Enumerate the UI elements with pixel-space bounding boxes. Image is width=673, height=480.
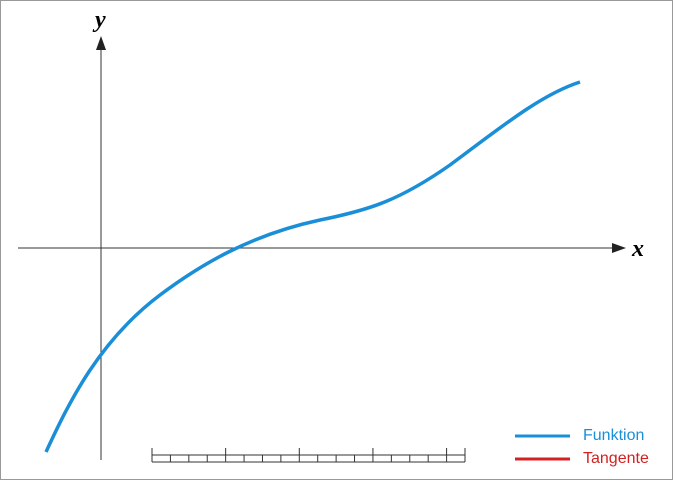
x-axis-label: x [631,236,644,262]
ruler [151,448,466,463]
y-axis-label: y [92,7,106,33]
legend-label: Funktion [583,427,644,444]
y-arrow [96,36,106,50]
legend-label: Tangente [583,450,649,467]
x-arrow [612,243,626,253]
legend: Funktion Tangente [515,427,649,467]
function-curve [44,80,581,453]
